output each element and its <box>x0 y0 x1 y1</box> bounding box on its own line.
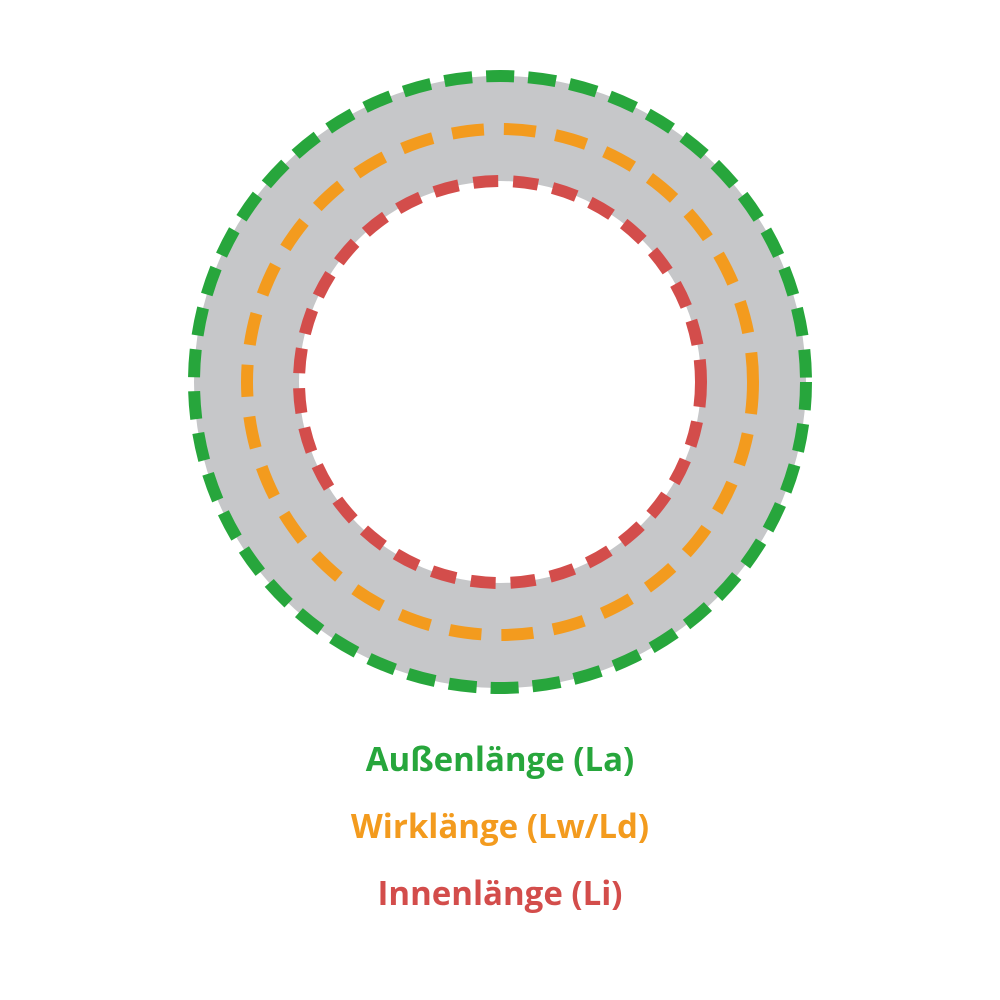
ring-diagram <box>180 62 820 702</box>
legend-outer: Außenlänge (La) <box>351 742 649 775</box>
inner-circle <box>299 181 701 583</box>
legend-middle: Wirklänge (Lw/Ld) <box>351 809 649 842</box>
legend: Außenlänge (La) Wirklänge (Lw/Ld) Innenl… <box>351 742 649 943</box>
legend-inner: Innenlänge (Li) <box>351 876 649 909</box>
